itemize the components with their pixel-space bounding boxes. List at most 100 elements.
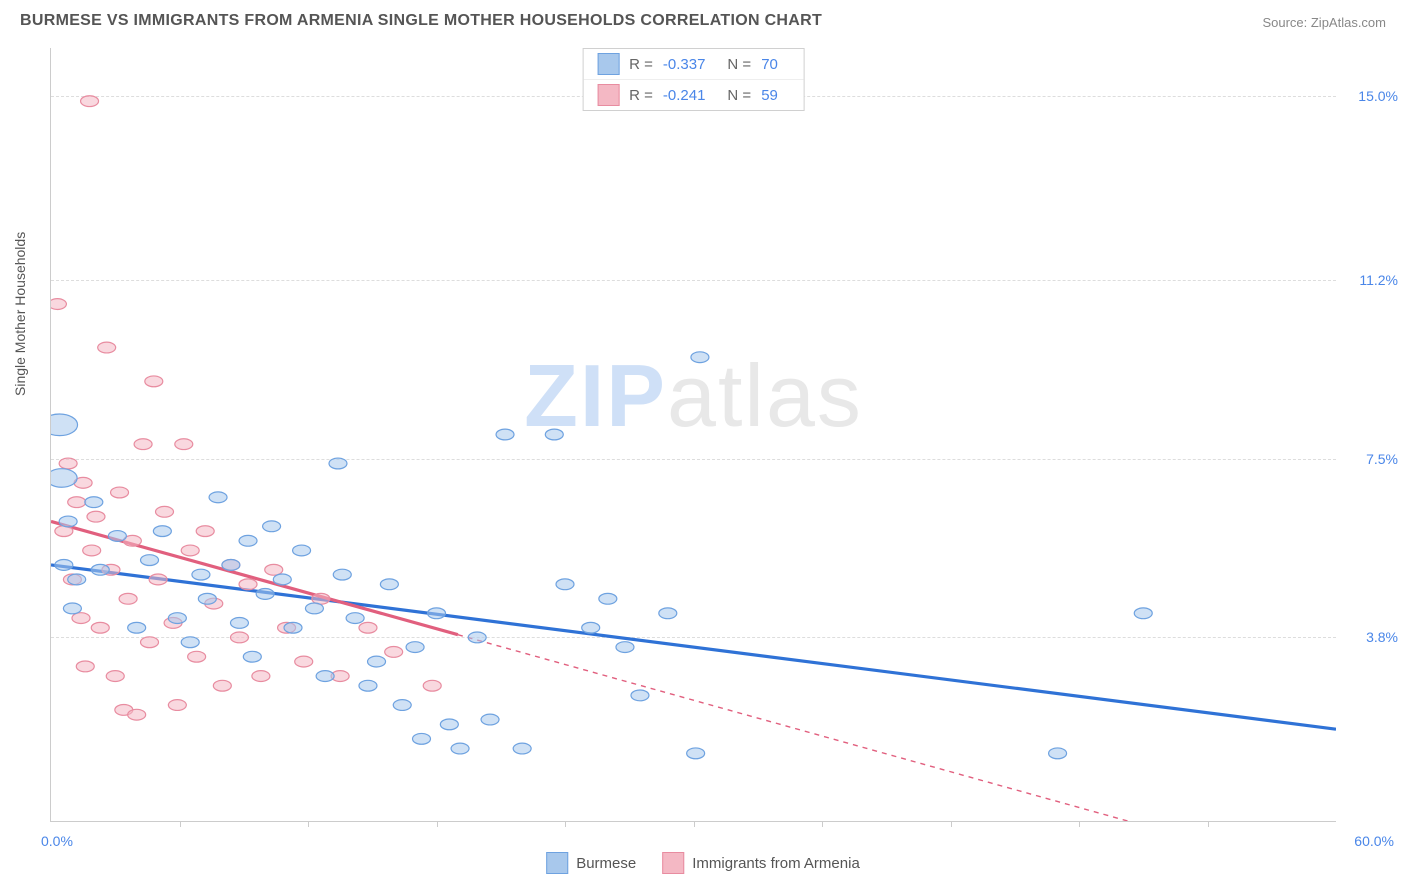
- scatter-point: [556, 579, 574, 590]
- scatter-point: [134, 439, 152, 450]
- x-tick: [180, 821, 181, 827]
- x-max-label: 60.0%: [1354, 833, 1394, 849]
- scatter-point: [128, 709, 146, 720]
- scatter-point: [599, 593, 617, 604]
- scatter-point: [192, 569, 210, 580]
- scatter-point: [413, 733, 431, 744]
- chart-title: BURMESE VS IMMIGRANTS FROM ARMENIA SINGL…: [20, 12, 822, 30]
- scatter-point: [1049, 748, 1067, 759]
- scatter-point: [68, 574, 86, 585]
- scatter-point: [81, 96, 99, 107]
- scatter-point: [51, 414, 78, 436]
- stats-legend: R = -0.337 N = 70 R = -0.241 N = 59: [582, 48, 805, 111]
- chart-source: Source: ZipAtlas.com: [1262, 15, 1386, 30]
- scatter-point: [305, 603, 323, 614]
- scatter-point: [85, 497, 103, 508]
- scatter-point: [451, 743, 469, 754]
- scatter-point: [68, 497, 86, 508]
- scatter-point: [423, 680, 441, 691]
- scatter-point: [406, 642, 424, 653]
- scatter-point: [691, 352, 709, 363]
- scatter-point: [263, 521, 281, 532]
- scatter-point: [156, 506, 174, 517]
- scatter-point: [91, 622, 109, 633]
- scatter-point: [76, 661, 94, 672]
- y-tick-label: 3.8%: [1366, 629, 1398, 645]
- scatter-point: [385, 646, 403, 657]
- x-tick: [1079, 821, 1080, 827]
- scatter-point: [284, 622, 302, 633]
- scatter-point: [230, 618, 248, 629]
- scatter-point: [98, 342, 116, 353]
- scatter-point: [513, 743, 531, 754]
- scatter-point: [687, 748, 705, 759]
- scatter-point: [582, 622, 600, 633]
- scatter-point: [631, 690, 649, 701]
- scatter-point: [265, 564, 283, 575]
- stats-row-armenia: R = -0.241 N = 59: [583, 80, 804, 110]
- scatter-point: [145, 376, 163, 387]
- x-tick: [1208, 821, 1209, 827]
- scatter-point: [359, 622, 377, 633]
- scatter-point: [181, 637, 199, 648]
- scatter-point: [329, 458, 347, 469]
- scatter-point: [222, 560, 240, 571]
- scatter-point: [198, 593, 216, 604]
- x-tick: [822, 821, 823, 827]
- x-tick: [565, 821, 566, 827]
- scatter-point: [380, 579, 398, 590]
- source-link[interactable]: ZipAtlas.com: [1311, 15, 1386, 30]
- scatter-point: [106, 671, 124, 682]
- scatter-point: [175, 439, 193, 450]
- chart-plot-area: ZIPatlas R = -0.337 N = 70 R = -0.241 N …: [50, 48, 1336, 822]
- scatter-point: [141, 555, 159, 566]
- scatter-point: [83, 545, 101, 556]
- r-value-armenia: -0.241: [663, 87, 706, 104]
- swatch-burmese-bottom: [546, 852, 568, 874]
- legend-item-armenia: Immigrants from Armenia: [662, 852, 860, 874]
- scatter-point: [293, 545, 311, 556]
- swatch-armenia-bottom: [662, 852, 684, 874]
- scatter-point: [659, 608, 677, 619]
- scatter-point: [128, 622, 146, 633]
- y-tick-label: 11.2%: [1359, 272, 1398, 288]
- x-min-label: 0.0%: [41, 833, 73, 849]
- stats-row-burmese: R = -0.337 N = 70: [583, 49, 804, 80]
- scatter-point: [72, 613, 90, 624]
- x-tick: [694, 821, 695, 827]
- scatter-point: [230, 632, 248, 643]
- x-tick: [437, 821, 438, 827]
- y-tick-label: 7.5%: [1366, 451, 1398, 467]
- scatter-point: [545, 429, 563, 440]
- scatter-point: [440, 719, 458, 730]
- scatter-point: [346, 613, 364, 624]
- bottom-legend: Burmese Immigrants from Armenia: [546, 852, 860, 874]
- scatter-point: [168, 613, 186, 624]
- scatter-point: [63, 603, 81, 614]
- scatter-point: [239, 579, 257, 590]
- x-tick: [308, 821, 309, 827]
- scatter-point: [196, 526, 214, 537]
- scatter-point: [188, 651, 206, 662]
- scatter-point: [496, 429, 514, 440]
- scatter-point: [359, 680, 377, 691]
- n-value-armenia: 59: [761, 87, 778, 104]
- scatter-point: [55, 560, 73, 571]
- legend-item-burmese: Burmese: [546, 852, 636, 874]
- scatter-point: [428, 608, 446, 619]
- scatter-point: [243, 651, 261, 662]
- scatter-point: [393, 700, 411, 711]
- trend-line-dashed-Immigrants from Armenia: [458, 635, 1336, 821]
- scatter-point: [468, 632, 486, 643]
- swatch-armenia: [597, 84, 619, 106]
- scatter-point: [59, 458, 77, 469]
- scatter-point: [209, 492, 227, 503]
- n-value-burmese: 70: [761, 56, 778, 73]
- scatter-point: [181, 545, 199, 556]
- scatter-point: [256, 589, 274, 600]
- scatter-point: [316, 671, 334, 682]
- scatter-point: [239, 535, 257, 546]
- scatter-point: [213, 680, 231, 691]
- r-value-burmese: -0.337: [663, 56, 706, 73]
- scatter-point: [252, 671, 270, 682]
